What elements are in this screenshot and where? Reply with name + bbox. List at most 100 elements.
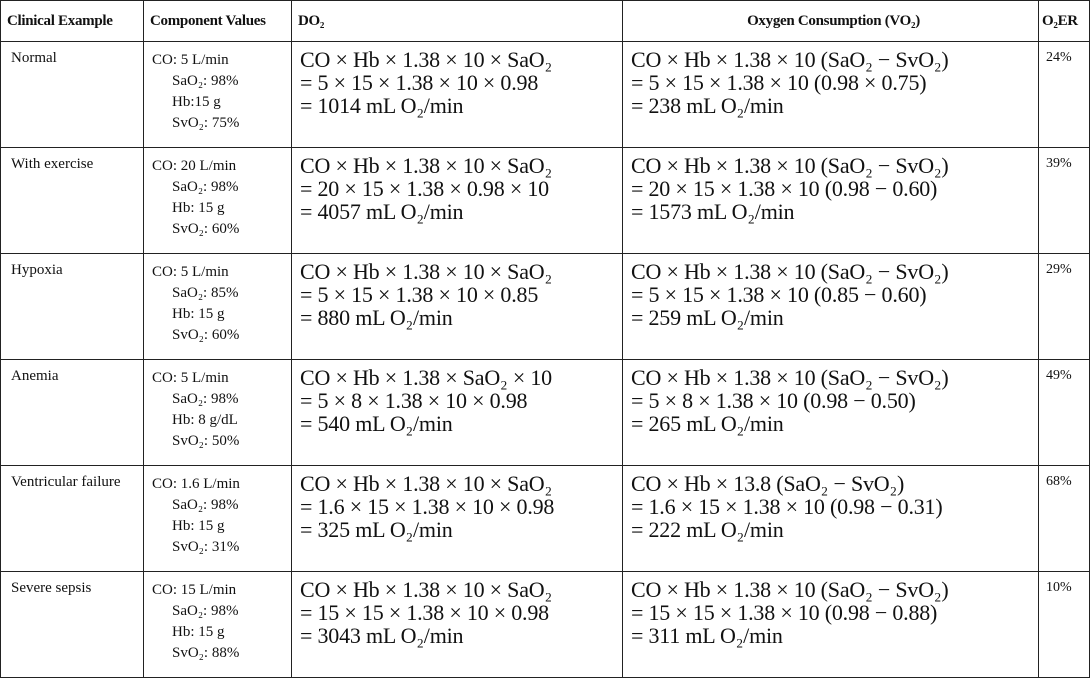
o2er-value: 39% bbox=[1038, 147, 1090, 254]
component-value: SvO₂: 75% bbox=[172, 115, 240, 131]
vo2-line: = 20 × 15 × 1.38 × 10 (0.98 − 0.60) bbox=[631, 176, 938, 201]
component-value: SaO₂: 98% bbox=[172, 391, 239, 407]
component-value: Hb: 15 g bbox=[172, 200, 225, 216]
clinical-example: Normal bbox=[0, 41, 144, 148]
vo2-line: = 5 × 15 × 1.38 × 10 (0.98 × 0.75) bbox=[631, 70, 927, 95]
vo2-line: = 5 × 8 × 1.38 × 10 (0.98 − 0.50) bbox=[631, 388, 916, 413]
do2-cell: CO × Hb × 1.38 × 10 × SaO₂ = 20 × 15 × 1.… bbox=[291, 147, 623, 254]
do2-cell: CO × Hb × 1.38 × 10 × SaO₂ = 15 × 15 × 1.… bbox=[291, 571, 623, 678]
vo2-line: = 265 mL O₂/min bbox=[631, 411, 784, 436]
component-value: SvO₂: 60% bbox=[172, 327, 240, 343]
vo2-line: CO × Hb × 1.38 × 10 (SaO₂ − SvO₂) bbox=[631, 259, 949, 284]
o2er-value: 24% bbox=[1038, 41, 1090, 148]
table-row: Normal CO: 5 L/min SaO₂: 98% Hb:15 g SvO₂: 7… bbox=[0, 41, 1090, 148]
do2-line: CO × Hb × 1.38 × 10 × SaO₂ bbox=[300, 47, 552, 72]
do2-line: = 15 × 15 × 1.38 × 10 × 0.98 bbox=[300, 600, 549, 625]
do2-line: CO × Hb × 1.38 × 10 × SaO₂ bbox=[300, 153, 552, 178]
component-value: SaO₂: 98% bbox=[172, 179, 239, 195]
do2-line: = 540 mL O₂/min bbox=[300, 411, 453, 436]
component-value: CO: 15 L/min bbox=[152, 582, 237, 598]
component-value: SaO₂: 98% bbox=[172, 497, 239, 513]
vo2-line: CO × Hb × 1.38 × 10 (SaO₂ − SvO₂) bbox=[631, 153, 949, 178]
component-value: Hb:15 g bbox=[172, 94, 221, 110]
vo2-cell: CO × Hb × 1.38 × 10 (SaO₂ − SvO₂) = 5 × 8… bbox=[622, 359, 1039, 466]
clinical-example: Severe sepsis bbox=[0, 571, 144, 678]
component-value: Hb: 8 g/dL bbox=[172, 412, 238, 428]
component-value: SaO₂: 98% bbox=[172, 603, 239, 619]
vo2-line: = 5 × 15 × 1.38 × 10 (0.85 − 0.60) bbox=[631, 282, 927, 307]
clinical-example: Ventricular failure bbox=[0, 465, 144, 572]
do2-line: = 5 × 8 × 1.38 × 10 × 0.98 bbox=[300, 388, 528, 413]
component-value: CO: 20 L/min bbox=[152, 158, 237, 174]
do2-line: CO × Hb × 1.38 × 10 × SaO₂ bbox=[300, 471, 552, 496]
do2-line: = 20 × 15 × 1.38 × 0.98 × 10 bbox=[300, 176, 549, 201]
component-value: CO: 5 L/min bbox=[152, 264, 229, 280]
component-values: CO: 20 L/min SaO₂: 98% Hb: 15 g SvO₂: 60% bbox=[143, 147, 292, 254]
vo2-line: = 311 mL O₂/min bbox=[631, 623, 783, 648]
vo2-line: = 15 × 15 × 1.38 × 10 (0.98 − 0.88) bbox=[631, 600, 938, 625]
do2-cell: CO × Hb × 1.38 × 10 × SaO₂ = 5 × 15 × 1.3… bbox=[291, 253, 623, 360]
do2-line: = 325 mL O₂/min bbox=[300, 517, 453, 542]
vo2-line: = 259 mL O₂/min bbox=[631, 305, 784, 330]
vo2-line: CO × Hb × 1.38 × 10 (SaO₂ − SvO₂) bbox=[631, 577, 949, 602]
vo2-line: CO × Hb × 1.38 × 10 (SaO₂ − SvO₂) bbox=[631, 47, 949, 72]
vo2-line: = 1573 mL O₂/min bbox=[631, 199, 795, 224]
component-values: CO: 5 L/min SaO₂: 98% Hb: 8 g/dL SvO₂: 50% bbox=[143, 359, 292, 466]
vo2-cell: CO × Hb × 1.38 × 10 (SaO₂ − SvO₂) = 5 × 1… bbox=[622, 253, 1039, 360]
vo2-cell: CO × Hb × 13.8 (SaO₂ − SvO₂) = 1.6 × 15 ×… bbox=[622, 465, 1039, 572]
table-row: Severe sepsis CO: 15 L/min SaO₂: 98% Hb: 15… bbox=[0, 571, 1090, 678]
component-values: CO: 5 L/min SaO₂: 98% Hb:15 g SvO₂: 75% bbox=[143, 41, 292, 148]
vo2-cell: CO × Hb × 1.38 × 10 (SaO₂ − SvO₂) = 20 × … bbox=[622, 147, 1039, 254]
o2er-value: 29% bbox=[1038, 253, 1090, 360]
vo2-line: = 222 mL O₂/min bbox=[631, 517, 784, 542]
vo2-cell: CO × Hb × 1.38 × 10 (SaO₂ − SvO₂) = 5 × 1… bbox=[622, 41, 1039, 148]
o2er-value: 68% bbox=[1038, 465, 1090, 572]
header-row: Clinical Example Component Values DO₂ Ox… bbox=[0, 0, 1090, 42]
component-value: CO: 5 L/min bbox=[152, 52, 229, 68]
do2-cell: CO × Hb × 1.38 × 10 × SaO₂ = 1.6 × 15 × 1… bbox=[291, 465, 623, 572]
clinical-example: Hypoxia bbox=[0, 253, 144, 360]
header-cell: Oxygen Consumption (VO₂) bbox=[622, 0, 1039, 42]
clinical-example: With exercise bbox=[0, 147, 144, 254]
component-value: CO: 5 L/min bbox=[152, 370, 229, 386]
header-cell: Clinical Example bbox=[0, 0, 144, 42]
table-row: Hypoxia CO: 5 L/min SaO₂: 85% Hb: 15 g SvO₂:… bbox=[0, 253, 1090, 360]
do2-line: CO × Hb × 1.38 × 10 × SaO₂ bbox=[300, 577, 552, 602]
clinical-example: Anemia bbox=[0, 359, 144, 466]
component-value: Hb: 15 g bbox=[172, 518, 225, 534]
do2-line: = 880 mL O₂/min bbox=[300, 305, 453, 330]
component-value: SaO₂: 98% bbox=[172, 73, 239, 89]
component-value: CO: 1.6 L/min bbox=[152, 476, 240, 492]
component-value: SvO₂: 88% bbox=[172, 645, 240, 661]
component-value: SvO₂: 60% bbox=[172, 221, 240, 237]
table-row: With exercise CO: 20 L/min SaO₂: 98% Hb: 15… bbox=[0, 147, 1090, 254]
o2er-value: 10% bbox=[1038, 571, 1090, 678]
do2-line: = 4057 mL O₂/min bbox=[300, 199, 464, 224]
table-row: Ventricular failure CO: 1.6 L/min SaO₂: 98… bbox=[0, 465, 1090, 572]
header-cell: Component Values bbox=[143, 0, 292, 42]
do2-cell: CO × Hb × 1.38 × SaO₂ × 10 = 5 × 8 × 1.38… bbox=[291, 359, 623, 466]
do2-line: CO × Hb × 1.38 × SaO₂ × 10 bbox=[300, 365, 552, 390]
component-values: CO: 1.6 L/min SaO₂: 98% Hb: 15 g SvO₂: 31% bbox=[143, 465, 292, 572]
table-body: Normal CO: 5 L/min SaO₂: 98% Hb:15 g SvO₂: 7… bbox=[0, 41, 1090, 678]
table-row: Anemia CO: 5 L/min SaO₂: 98% Hb: 8 g/dL SvO₂… bbox=[0, 359, 1090, 466]
component-value: Hb: 15 g bbox=[172, 624, 225, 640]
do2-line: = 3043 mL O₂/min bbox=[300, 623, 464, 648]
do2-line: = 5 × 15 × 1.38 × 10 × 0.98 bbox=[300, 70, 539, 95]
component-value: SaO₂: 85% bbox=[172, 285, 239, 301]
o2er-value: 49% bbox=[1038, 359, 1090, 466]
component-value: SvO₂: 50% bbox=[172, 433, 240, 449]
header-cell: O₂ER bbox=[1038, 0, 1090, 42]
vo2-line: CO × Hb × 1.38 × 10 (SaO₂ − SvO₂) bbox=[631, 365, 949, 390]
component-value: SvO₂: 31% bbox=[172, 539, 240, 555]
vo2-line: = 238 mL O₂/min bbox=[631, 93, 784, 118]
do2-line: CO × Hb × 1.38 × 10 × SaO₂ bbox=[300, 259, 552, 284]
do2-cell: CO × Hb × 1.38 × 10 × SaO₂ = 5 × 15 × 1.3… bbox=[291, 41, 623, 148]
component-values: CO: 5 L/min SaO₂: 85% Hb: 15 g SvO₂: 60% bbox=[143, 253, 292, 360]
do2-line: = 5 × 15 × 1.38 × 10 × 0.85 bbox=[300, 282, 539, 307]
do2-line: = 1.6 × 15 × 1.38 × 10 × 0.98 bbox=[300, 494, 555, 519]
vo2-cell: CO × Hb × 1.38 × 10 (SaO₂ − SvO₂) = 15 × … bbox=[622, 571, 1039, 678]
vo2-line: = 1.6 × 15 × 1.38 × 10 (0.98 − 0.31) bbox=[631, 494, 943, 519]
component-values: CO: 15 L/min SaO₂: 98% Hb: 15 g SvO₂: 88% bbox=[143, 571, 292, 678]
